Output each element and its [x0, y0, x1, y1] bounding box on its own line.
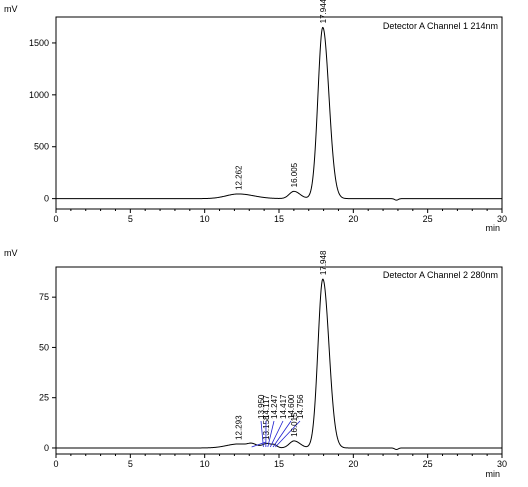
legend-text: Detector A Channel 1 214nm: [383, 21, 498, 31]
x-tick-label: 30: [497, 459, 507, 469]
peak-label: 14.117: [262, 395, 271, 419]
peak-leader-line: [275, 420, 301, 448]
peak-leader-line: [269, 420, 284, 448]
peak-label: 12.293: [235, 415, 244, 440]
peak-label: 16.015: [290, 412, 299, 437]
x-axis-unit-label: min: [485, 223, 500, 233]
x-tick-label: 30: [497, 214, 507, 224]
x-tick-label: 5: [128, 214, 133, 224]
peak-label: 14.417: [279, 394, 288, 419]
x-tick-label: 10: [200, 214, 210, 224]
x-tick-label: 0: [53, 459, 58, 469]
peak-label: 13.158: [262, 415, 271, 440]
y-axis-unit-label: mV: [4, 248, 18, 258]
chromatogram-panel-1: mV Detector A Channel 1 214nm min 0 500 10…: [4, 0, 507, 233]
x-tick-label: 0: [53, 214, 58, 224]
y-tick-label: 1000: [29, 90, 49, 100]
peak-leader-line: [272, 420, 292, 448]
legend-text: Detector A Channel 2 280nm: [383, 270, 498, 280]
peak-label: 14.600: [287, 394, 296, 419]
y-axis-unit-label: mV: [4, 4, 18, 14]
y-tick-label: 0: [44, 194, 49, 204]
peak-leader-line: [251, 441, 267, 448]
peak-leader-line: [260, 420, 264, 448]
chromatogram-trace: [56, 26, 502, 201]
peak-label: 14.756: [296, 394, 305, 419]
peak-label: 13.950: [257, 394, 266, 419]
plot-frame: [55, 16, 503, 210]
peak-label: 17.948: [319, 250, 328, 275]
y-tick-label: 50: [39, 342, 49, 352]
y-tick-label: 75: [39, 292, 49, 302]
peak-label: 17.944: [319, 0, 328, 23]
y-tick-label: 0: [44, 443, 49, 453]
peak-label: 16.005: [290, 162, 299, 187]
chromatogram-trace: [56, 278, 502, 450]
x-tick-label: 20: [348, 459, 358, 469]
x-tick-label: 5: [128, 459, 133, 469]
y-tick-label: 500: [34, 142, 49, 152]
peak-leader-line: [267, 420, 275, 448]
x-axis-unit-label: min: [485, 469, 500, 479]
plot-frame: [55, 266, 503, 455]
peak-label: 14.247: [270, 394, 279, 419]
x-tick-label: 25: [423, 214, 433, 224]
x-tick-label: 20: [348, 214, 358, 224]
x-tick-label: 10: [200, 459, 210, 469]
y-tick-label: 1500: [29, 38, 49, 48]
peak-label: 12.262: [234, 165, 243, 190]
x-tick-label: 15: [274, 459, 284, 469]
chromatogram-panel-2: mV Detector A Channel 2 280nm min 025507…: [4, 248, 507, 479]
x-tick-label: 25: [423, 459, 433, 469]
x-tick-label: 15: [274, 214, 284, 224]
y-tick-label: 25: [39, 393, 49, 403]
